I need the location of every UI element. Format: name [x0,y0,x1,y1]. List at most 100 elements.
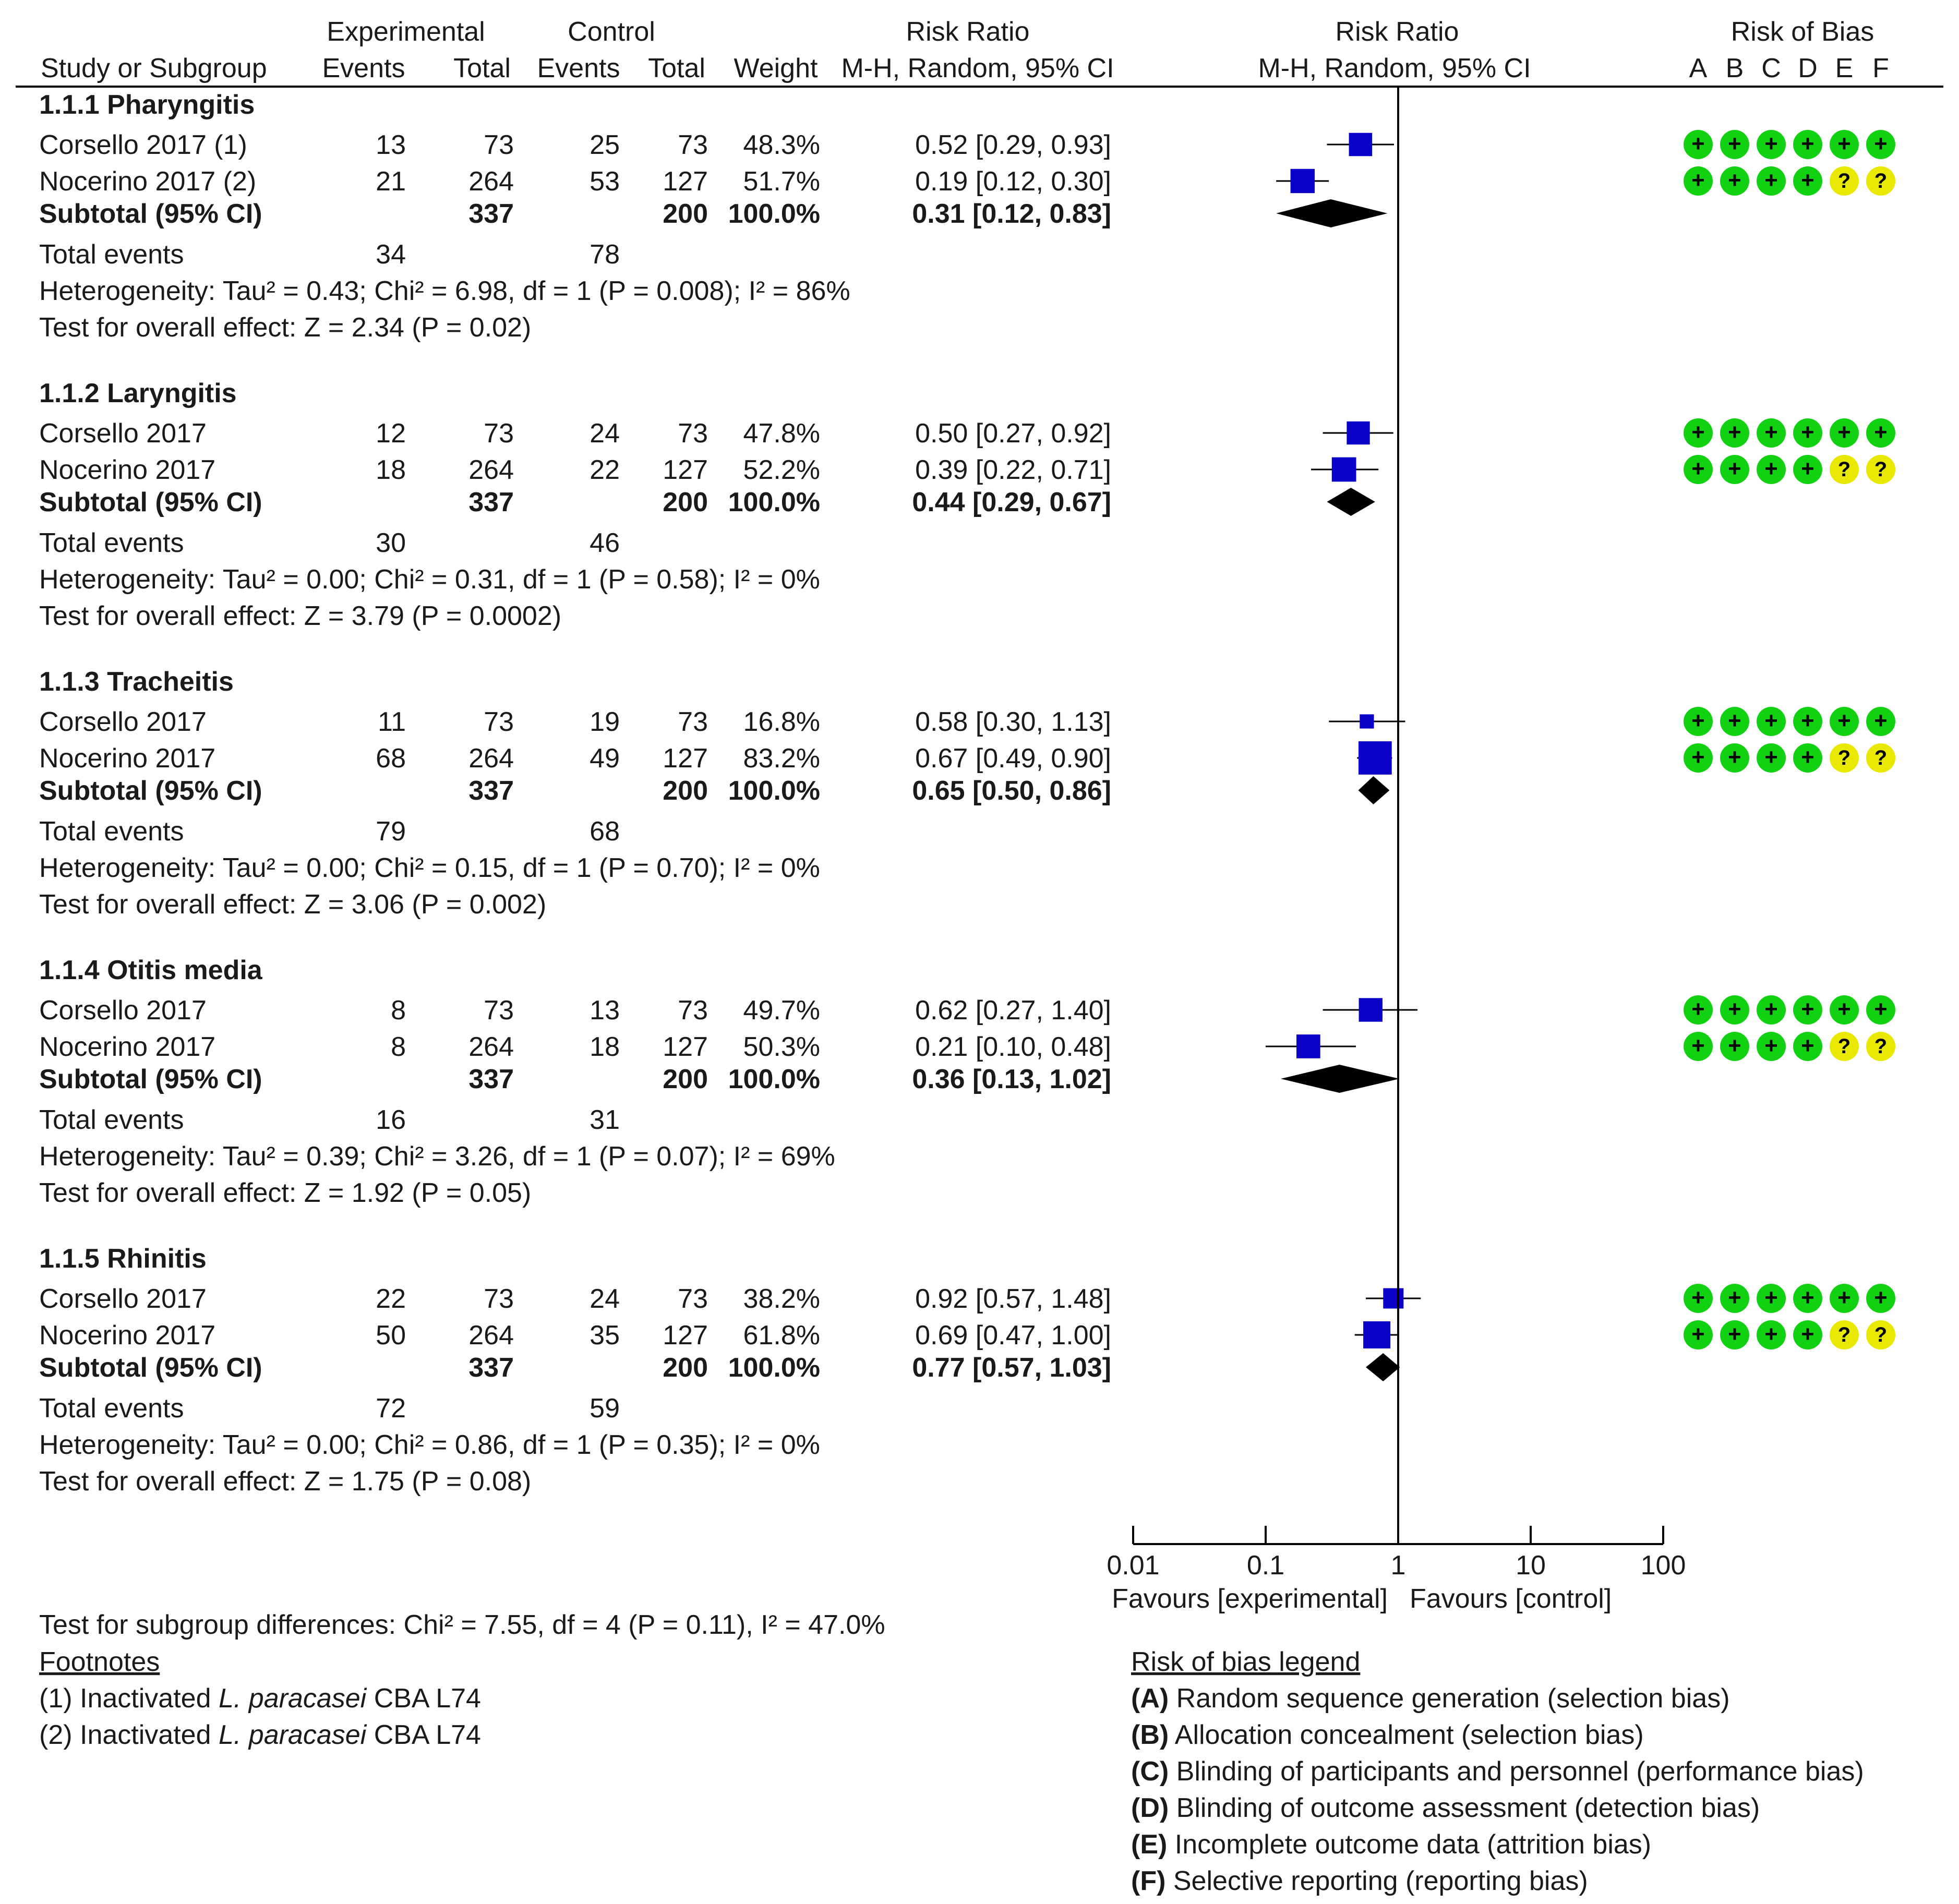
risk-symbol: + [1801,996,1814,1022]
footnote-suffix: CBA L74 [366,1683,481,1714]
bias-legend-letter: (C) [1131,1756,1169,1787]
bias-legend-text: Random sequence generation (selection bi… [1169,1683,1729,1714]
weight-cell: 48.3% [743,130,820,160]
risk-of-bias-judgement: + [1866,130,1895,159]
overall-effect-test: Test for overall effect: Z = 1.75 (P = 0… [39,1466,531,1497]
risk-of-bias-judgement: + [1684,1284,1713,1313]
subtotal-ci: 0.31 [0.12, 0.83] [912,199,1111,229]
header-method: M-H, Random, 95% CI [841,53,1114,83]
low-risk-icon [1866,1284,1895,1313]
footnote-prefix: (1) Inactivated [39,1683,219,1714]
risk-symbol: + [1801,1033,1814,1058]
risk-of-bias-judgement: ? [1830,1320,1859,1349]
header-control: Control [568,17,655,47]
subtotal-ci: 0.36 [0.13, 1.02] [912,1064,1111,1094]
risk-of-bias-judgement: + [1720,995,1749,1025]
bias-legend-item: (A) Random sequence generation (selectio… [1131,1683,1730,1714]
ctrl-total-cell: 127 [663,166,708,197]
exp-total-cell: 73 [484,130,514,160]
subtotal-diamond [1365,1353,1400,1381]
weight-cell: 49.7% [743,995,820,1026]
risk-ratio-ci-cell: 0.69 [0.47, 1.00] [915,1320,1111,1351]
risk-of-bias-judgement: ? [1866,1320,1895,1349]
risk-of-bias-judgement: + [1684,707,1713,736]
low-risk-icon [1720,455,1749,484]
risk-of-bias-judgement: ? [1830,743,1859,773]
risk-symbol: + [1728,996,1741,1022]
low-risk-icon [1757,995,1786,1025]
risk-symbol: + [1874,996,1888,1022]
risk-symbol: ? [1874,170,1887,192]
risk-of-bias-judgement: + [1866,418,1895,448]
risk-ratio-ci-cell: 0.52 [0.29, 0.93] [915,130,1111,160]
risk-symbol: + [1801,167,1814,193]
risk-symbol: + [1691,419,1705,445]
bias-letter-c: C [1761,53,1781,83]
favours-control-label: Favours [control] [1410,1584,1612,1614]
risk-of-bias-judgement: + [1793,743,1822,773]
risk-of-bias-judgement: ? [1866,1032,1895,1061]
footnote-organism: L. paracasei [219,1720,367,1750]
risk-of-bias-judgement: + [1866,995,1895,1025]
risk-symbol: + [1764,708,1778,733]
risk-ratio-ci-cell: 0.92 [0.57, 1.48] [915,1284,1111,1314]
risk-symbol: + [1728,1033,1741,1058]
risk-symbol: + [1728,167,1741,193]
subtotal-weight: 100.0% [728,1353,820,1383]
risk-symbol: ? [1874,1035,1887,1058]
risk-of-bias-judgement: + [1720,1284,1749,1313]
risk-of-bias-judgement: + [1793,995,1822,1025]
total-events-label: Total events [39,1393,184,1424]
bias-legend-title: Risk of bias legend [1131,1647,1360,1677]
risk-of-bias-judgement: + [1793,1032,1822,1061]
total-events-exp: 30 [376,528,406,558]
risk-of-bias-judgement: + [1720,130,1749,159]
risk-ratio-ci-cell: 0.39 [0.22, 0.71] [915,455,1111,485]
overall-effect-test: Test for overall effect: Z = 3.06 (P = 0… [39,889,546,920]
low-risk-icon [1757,743,1786,773]
study-name: Nocerino 2017 (2) [39,166,256,197]
exp-events-cell: 11 [378,707,406,737]
exp-events-cell: 68 [376,743,406,774]
forest-graphic [1266,87,1421,1544]
exp-total-cell: 264 [468,1320,514,1351]
unclear-risk-icon [1830,1320,1859,1349]
risk-symbol: + [1691,1033,1705,1058]
unclear-risk-icon [1830,743,1859,773]
study-name: Nocerino 2017 [39,1320,215,1351]
study-name: Nocerino 2017 [39,743,215,774]
subtotal-diamond [1280,1065,1400,1093]
ctrl-events-cell: 22 [590,455,620,485]
risk-of-bias-judgement: + [1757,707,1786,736]
risk-of-bias-judgement: ? [1866,743,1895,773]
low-risk-icon [1793,130,1822,159]
risk-symbol: ? [1874,1323,1887,1346]
risk-of-bias-judgement: + [1720,707,1749,736]
risk-symbol: + [1801,708,1814,733]
risk-symbol: + [1764,131,1778,156]
exp-events-cell: 8 [391,995,406,1026]
risk-ratio-ci-cell: 0.19 [0.12, 0.30] [915,166,1111,197]
ctrl-events-cell: 35 [590,1320,620,1351]
subtotal-weight: 100.0% [728,776,820,806]
low-risk-icon [1757,1320,1786,1349]
risk-ratio-ci-cell: 0.62 [0.27, 1.40] [915,995,1111,1026]
footnote: (2) Inactivated L. paracasei CBA L74 [39,1720,481,1750]
risk-symbol: + [1764,167,1778,193]
total-events-ctrl: 46 [590,528,620,558]
subtotal-weight: 100.0% [728,487,820,517]
low-risk-icon [1720,1032,1749,1061]
study-effect-square [1349,132,1373,156]
low-risk-icon [1757,130,1786,159]
study-effect-square [1363,1321,1391,1348]
ctrl-total-cell: 73 [678,707,708,737]
risk-of-bias-judgement: + [1830,418,1859,448]
header-study-or-subgroup: Study or Subgroup [41,53,267,83]
footnotes-list: (1) Inactivated L. paracasei CBA L74 (2) … [39,1683,481,1750]
weight-cell: 38.2% [743,1284,820,1314]
risk-of-bias-judgement: + [1830,130,1859,159]
study-effect-square [1359,998,1383,1022]
low-risk-icon [1720,418,1749,448]
subtotal-weight: 100.0% [728,199,820,229]
low-risk-icon [1684,1320,1713,1349]
